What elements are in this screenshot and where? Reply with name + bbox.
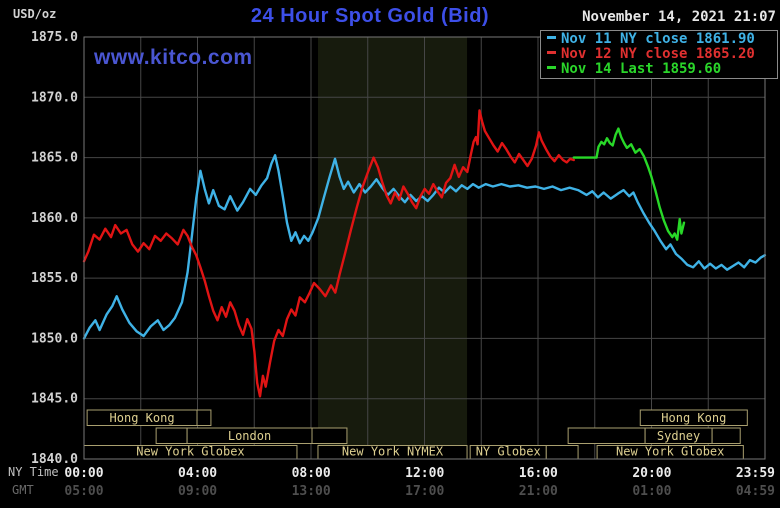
session-label: New York NYMEX bbox=[342, 445, 444, 459]
y-tick-label: 1845.0 bbox=[31, 392, 78, 407]
y-tick-label: 1840.0 bbox=[31, 452, 78, 467]
session-box bbox=[155, 427, 188, 444]
plot-border bbox=[83, 36, 766, 460]
x-tick-ny: 23:59 bbox=[736, 466, 775, 481]
x-tick-ny: 16:00 bbox=[519, 466, 558, 481]
session-label: Hong Kong bbox=[661, 411, 726, 425]
legend-item-label: Nov 12 NY close 1865.20 bbox=[561, 46, 755, 62]
session-box bbox=[711, 427, 741, 444]
y-tick-label: 1855.0 bbox=[31, 271, 78, 286]
legend-color-dash-icon bbox=[547, 36, 556, 39]
session-box bbox=[567, 427, 646, 444]
x-tick-ny: 12:00 bbox=[405, 466, 444, 481]
y-tick-label: 1850.0 bbox=[31, 331, 78, 346]
ny-time-axis-label: NY Time bbox=[8, 465, 59, 479]
y-tick-label: 1860.0 bbox=[31, 211, 78, 226]
session-label: New York Globex bbox=[616, 445, 724, 459]
price-line-nov-12 bbox=[82, 109, 575, 398]
session-box bbox=[545, 445, 579, 460]
legend-color-dash-icon bbox=[547, 66, 556, 69]
session-box-hong-kong bbox=[639, 409, 748, 426]
legend-color-dash-icon bbox=[547, 51, 556, 54]
session-label: London bbox=[228, 429, 271, 443]
kitco-watermark: www.kitco.com bbox=[94, 46, 253, 69]
gmt-axis-label: GMT bbox=[12, 483, 34, 497]
session-label: NY Globex bbox=[476, 445, 541, 459]
legend-item-label: Nov 11 NY close 1861.90 bbox=[561, 31, 755, 47]
y-tick-label: 1875.0 bbox=[31, 30, 78, 45]
legend-item-nov14: Nov 14 Last 1859.60 bbox=[547, 62, 777, 77]
session-label: Hong Kong bbox=[110, 411, 175, 425]
x-tick-gmt: 21:00 bbox=[519, 484, 558, 499]
x-tick-ny: 00:00 bbox=[64, 466, 103, 481]
y-axis-unit-label: USD/oz bbox=[13, 7, 57, 21]
x-tick-gmt: 17:00 bbox=[405, 484, 444, 499]
x-tick-gmt: 09:00 bbox=[178, 484, 217, 499]
price-line-nov-14 bbox=[572, 127, 686, 241]
legend-box: Nov 11 NY close 1861.90 Nov 12 NY close 1… bbox=[540, 30, 778, 79]
legend-item-label: Nov 14 Last 1859.60 bbox=[561, 61, 722, 77]
x-tick-gmt: 01:00 bbox=[632, 484, 671, 499]
x-tick-ny: 20:00 bbox=[632, 466, 671, 481]
x-tick-ny: 08:00 bbox=[292, 466, 331, 481]
legend-item-nov12: Nov 12 NY close 1865.20 bbox=[547, 47, 777, 62]
x-tick-gmt: 05:00 bbox=[64, 484, 103, 499]
x-tick-gmt: 13:00 bbox=[292, 484, 331, 499]
session-box bbox=[196, 409, 212, 426]
session-label: New York Globex bbox=[136, 445, 244, 459]
y-tick-label: 1870.0 bbox=[31, 90, 78, 105]
x-tick-ny: 04:00 bbox=[178, 466, 217, 481]
session-label: Sydney bbox=[657, 429, 700, 443]
x-tick-gmt: 04:59 bbox=[736, 484, 775, 499]
chart-title: 24 Hour Spot Gold (Bid) bbox=[250, 5, 490, 27]
y-tick-label: 1865.0 bbox=[31, 151, 78, 166]
legend-item-nov11: Nov 11 NY close 1861.90 bbox=[547, 32, 777, 47]
datetime-label: November 14, 2021 21:07 bbox=[582, 9, 776, 25]
session-box bbox=[311, 427, 348, 444]
nymex-session-band bbox=[317, 37, 468, 459]
